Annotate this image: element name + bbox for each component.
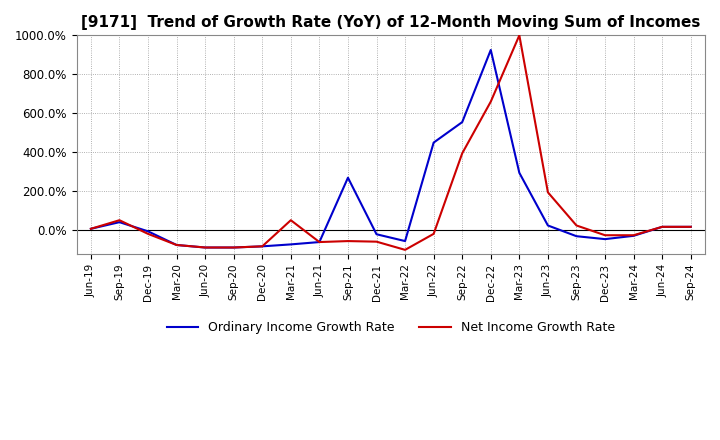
Net Income Growth Rate [86, 226, 95, 231]
Net Income Growth Rate [487, 99, 495, 104]
Net Income Growth Rate [629, 233, 638, 238]
Net Income Growth Rate [315, 239, 324, 245]
Net Income Growth Rate [572, 223, 581, 228]
Net Income Growth Rate [686, 224, 695, 230]
Ordinary Income Growth Rate [172, 242, 181, 248]
Net Income Growth Rate [343, 238, 352, 244]
Ordinary Income Growth Rate [686, 224, 695, 230]
Ordinary Income Growth Rate [572, 234, 581, 239]
Net Income Growth Rate [544, 190, 552, 195]
Ordinary Income Growth Rate [230, 245, 238, 250]
Ordinary Income Growth Rate [600, 236, 609, 242]
Net Income Growth Rate [515, 33, 523, 38]
Ordinary Income Growth Rate [487, 48, 495, 53]
Legend: Ordinary Income Growth Rate, Net Income Growth Rate: Ordinary Income Growth Rate, Net Income … [162, 316, 620, 339]
Net Income Growth Rate [144, 231, 153, 237]
Net Income Growth Rate [429, 231, 438, 237]
Title: [9171]  Trend of Growth Rate (YoY) of 12-Month Moving Sum of Incomes: [9171] Trend of Growth Rate (YoY) of 12-… [81, 15, 701, 30]
Net Income Growth Rate [458, 150, 467, 156]
Ordinary Income Growth Rate [343, 175, 352, 180]
Ordinary Income Growth Rate [115, 220, 124, 225]
Net Income Growth Rate [401, 247, 410, 253]
Net Income Growth Rate [658, 224, 667, 230]
Ordinary Income Growth Rate [372, 231, 381, 237]
Ordinary Income Growth Rate [458, 120, 467, 125]
Ordinary Income Growth Rate [401, 238, 410, 244]
Line: Net Income Growth Rate: Net Income Growth Rate [91, 35, 690, 250]
Ordinary Income Growth Rate [86, 226, 95, 231]
Ordinary Income Growth Rate [201, 245, 210, 250]
Ordinary Income Growth Rate [515, 170, 523, 176]
Ordinary Income Growth Rate [544, 223, 552, 228]
Ordinary Income Growth Rate [658, 224, 667, 230]
Net Income Growth Rate [230, 245, 238, 250]
Ordinary Income Growth Rate [315, 239, 324, 245]
Net Income Growth Rate [372, 239, 381, 244]
Ordinary Income Growth Rate [287, 242, 295, 247]
Ordinary Income Growth Rate [258, 244, 266, 249]
Ordinary Income Growth Rate [144, 229, 153, 234]
Net Income Growth Rate [172, 242, 181, 248]
Net Income Growth Rate [287, 217, 295, 223]
Net Income Growth Rate [201, 245, 210, 250]
Net Income Growth Rate [115, 217, 124, 223]
Net Income Growth Rate [600, 233, 609, 238]
Ordinary Income Growth Rate [429, 140, 438, 145]
Line: Ordinary Income Growth Rate: Ordinary Income Growth Rate [91, 50, 690, 248]
Ordinary Income Growth Rate [629, 233, 638, 238]
Net Income Growth Rate [258, 244, 266, 249]
